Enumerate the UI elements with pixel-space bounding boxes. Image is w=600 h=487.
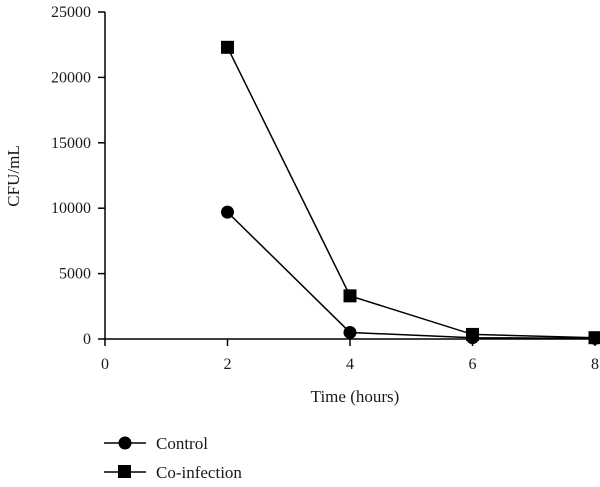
data-point-co-infection: [466, 327, 479, 341]
x-tick-label: 8: [591, 356, 599, 373]
x-axis-title: Time (hours): [311, 387, 400, 406]
y-tick-label: 15000: [51, 135, 91, 152]
legend-label-control: Control: [156, 434, 208, 453]
x-tick-label: 6: [469, 356, 477, 373]
series-layer: [221, 40, 600, 345]
data-point-control: [343, 325, 357, 339]
y-axis-title: CFU/mL: [4, 145, 23, 206]
data-point-co-infection: [343, 289, 357, 303]
y-tick-label: 5000: [59, 266, 91, 283]
x-tick-label: 4: [346, 356, 354, 373]
y-ticks: 0 5000 10000 15000 20000 25000: [51, 4, 105, 348]
legend-item-control: Control: [104, 434, 208, 453]
data-point-control: [221, 205, 234, 219]
series-line-co-infection: [226, 46, 596, 339]
legend-label-co-infection: Co-infection: [156, 463, 242, 482]
legend-marker-control: [118, 436, 132, 450]
legend-item-co-infection: Co-infection: [104, 463, 242, 482]
legend: Control Co-infection: [104, 434, 242, 482]
x-tick-label: 0: [101, 356, 109, 373]
y-tick-label: 10000: [51, 200, 91, 217]
legend-marker-co-infection: [118, 465, 131, 478]
data-point-co-infection: [221, 40, 234, 54]
x-tick-label: 2: [224, 356, 232, 373]
y-tick-label: 20000: [51, 69, 91, 86]
data-point-co-infection: [588, 331, 600, 345]
series-line-control: [226, 211, 596, 340]
x-ticks: 0 2 4 6 8: [101, 339, 599, 373]
y-tick-label: 25000: [51, 4, 91, 21]
y-tick-label: 0: [83, 331, 91, 348]
